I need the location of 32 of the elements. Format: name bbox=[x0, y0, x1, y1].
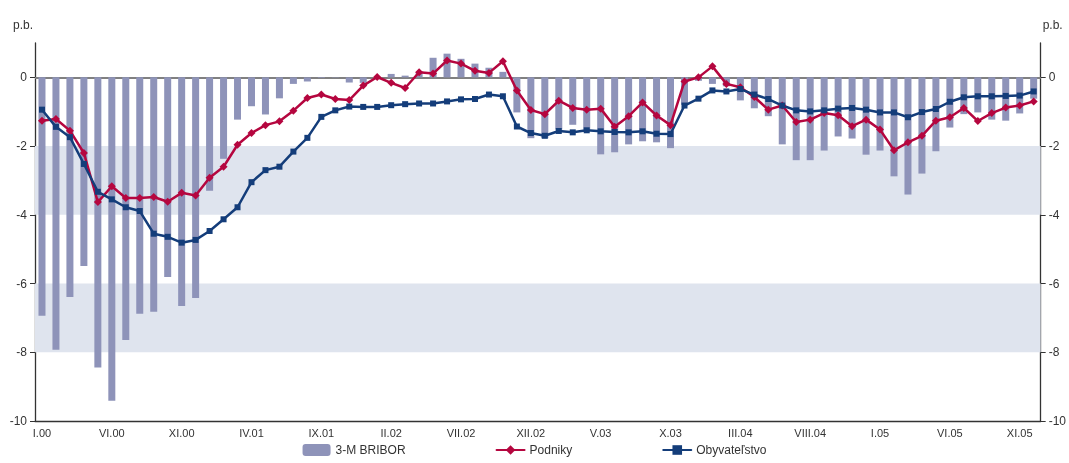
x-tick-label: VII.02 bbox=[446, 426, 476, 439]
y2-tick-label: 0 bbox=[1048, 70, 1056, 85]
x-tick-label: III.04 bbox=[728, 426, 753, 439]
y2-axis-title: p.b. bbox=[1042, 18, 1063, 32]
y-tick-label: -4 bbox=[16, 207, 28, 222]
x-tick-label: VI.05 bbox=[937, 426, 963, 439]
y2-tick-label: -6 bbox=[1048, 276, 1060, 291]
y2-tick-label: -10 bbox=[1048, 414, 1067, 428]
y-axis-title: p.b. bbox=[12, 18, 33, 32]
y2-tick-label: -2 bbox=[1048, 139, 1060, 154]
x-tick-label: V.03 bbox=[589, 426, 612, 439]
y-tick-label: -2 bbox=[16, 139, 28, 154]
y2-tick-label: -4 bbox=[1048, 207, 1060, 222]
x-tick-label: II.02 bbox=[380, 426, 402, 439]
x-tick-label: XI.00 bbox=[168, 426, 195, 439]
y-tick-label: -8 bbox=[16, 345, 28, 360]
x-tick-label: X.03 bbox=[659, 426, 682, 439]
y-tick-label: -10 bbox=[9, 414, 28, 428]
legend-label: 3-M BRIBOR bbox=[335, 443, 406, 457]
x-tick-label: IX.01 bbox=[308, 426, 335, 439]
x-tick-label: VI.00 bbox=[98, 426, 125, 439]
y2-tick-label: -8 bbox=[1048, 345, 1060, 360]
x-tick-label: VIII.04 bbox=[794, 426, 827, 439]
y-tick-label: -6 bbox=[16, 276, 28, 291]
x-tick-label: I.05 bbox=[870, 426, 890, 439]
x-tick-label: XI.05 bbox=[1006, 426, 1033, 439]
x-tick-label: IV.01 bbox=[239, 426, 264, 439]
legend-label: Obyvateľstvo bbox=[696, 443, 767, 457]
x-tick-label: I.00 bbox=[32, 426, 52, 439]
x-tick-label: XII.02 bbox=[516, 426, 546, 439]
y-tick-label: 0 bbox=[20, 70, 28, 85]
legend-label: Podniky bbox=[529, 443, 573, 457]
